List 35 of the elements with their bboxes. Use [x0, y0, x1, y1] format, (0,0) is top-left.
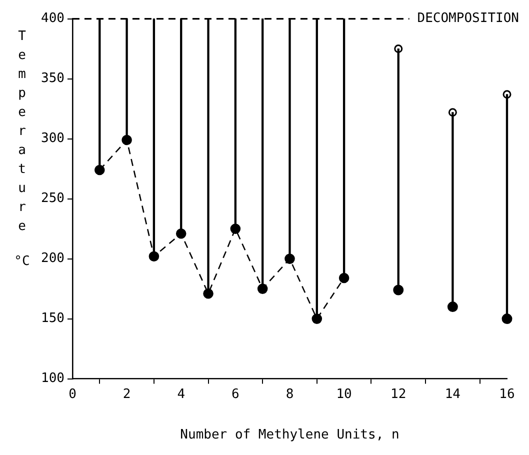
point [393, 284, 404, 296]
x-tick-label: 16 [499, 386, 515, 402]
point [502, 314, 512, 324]
ref-line-label: DECOMPOSITION [417, 11, 519, 26]
x-tick-label: 12 [390, 386, 406, 402]
point [448, 108, 457, 117]
point [312, 314, 322, 324]
point [122, 134, 132, 146]
point [447, 302, 458, 312]
y-tick-label: 350 [40, 71, 64, 86]
point [394, 44, 403, 54]
text: Temperature °C [14, 29, 30, 270]
x-axis-title: Number of Methylene Units, n [180, 428, 400, 443]
point [203, 288, 214, 299]
x-tick-label: 8 [286, 386, 294, 402]
x-tick-label: 6 [232, 386, 240, 402]
point [148, 251, 160, 262]
y-tick-label: 250 [40, 191, 64, 206]
y-tick-label: 400 [40, 11, 64, 26]
point [502, 90, 512, 99]
x-tick-label: 10 [336, 386, 352, 402]
y-tick-label: 150 [40, 311, 64, 326]
y-tick-label: 200 [40, 251, 64, 266]
y-tick-label: 300 [40, 131, 64, 146]
point [94, 164, 105, 176]
point [176, 228, 186, 239]
x-tick-label: 14 [444, 386, 461, 402]
point [338, 272, 350, 284]
x-tick-label: 4 [177, 386, 186, 402]
y-tick-label: 100 [40, 371, 64, 386]
x-tick-label: 0 [68, 386, 76, 402]
point [230, 224, 241, 234]
x-tick-label: 2 [122, 386, 131, 402]
point [284, 254, 295, 264]
point [257, 284, 268, 294]
